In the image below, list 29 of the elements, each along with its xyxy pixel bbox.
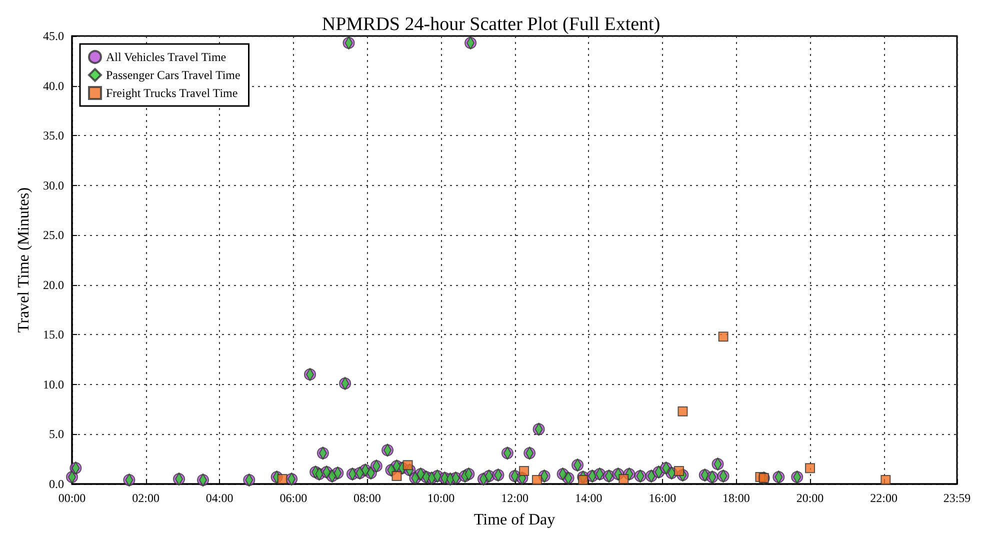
y-tick-label: 25.0 <box>43 228 64 242</box>
y-tick-label: 10.0 <box>43 377 64 392</box>
x-tick-label: 12:00 <box>501 491 528 505</box>
x-tick-label: 22:00 <box>870 491 898 505</box>
y-tick-label: 45.0 <box>43 29 64 43</box>
legend-label: Freight Trucks Travel Time <box>106 86 238 100</box>
y-tick-label: 0.0 <box>49 477 64 491</box>
y-tick-label: 15.0 <box>43 328 64 342</box>
x-tick-label: 18:00 <box>722 491 750 505</box>
x-tick-label: 06:00 <box>280 491 308 505</box>
y-tick-label: 5.0 <box>49 427 64 442</box>
legend-label: Passenger Cars Travel Time <box>106 68 240 82</box>
x-tick-label: 02:00 <box>132 491 160 505</box>
x-tick-label: 10:00 <box>427 491 455 505</box>
x-tick-label: 14:00 <box>574 491 602 505</box>
x-tick-label: 00:00 <box>58 491 86 505</box>
chart-title: NPMRDS 24-hour Scatter Plot (Full Extent) <box>322 14 660 35</box>
y-axis-title: Travel Time (Minutes) <box>16 187 32 333</box>
y-tick-label: 30.0 <box>43 178 64 192</box>
y-tick-label: 20.0 <box>43 278 64 292</box>
x-tick-label: 16:00 <box>648 491 676 505</box>
y-tick-label: 35.0 <box>43 128 64 143</box>
x-tick-label: 20:00 <box>796 491 824 505</box>
x-tick-label: 04:00 <box>206 491 234 505</box>
x-axis-title: Time of Day <box>474 512 556 528</box>
x-tick-label: 08:00 <box>354 491 381 505</box>
y-tick-label: 40.0 <box>43 78 64 93</box>
x-tick-label: 23:59 <box>943 491 971 505</box>
legend-label: All Vehicles Travel Time <box>106 50 226 64</box>
